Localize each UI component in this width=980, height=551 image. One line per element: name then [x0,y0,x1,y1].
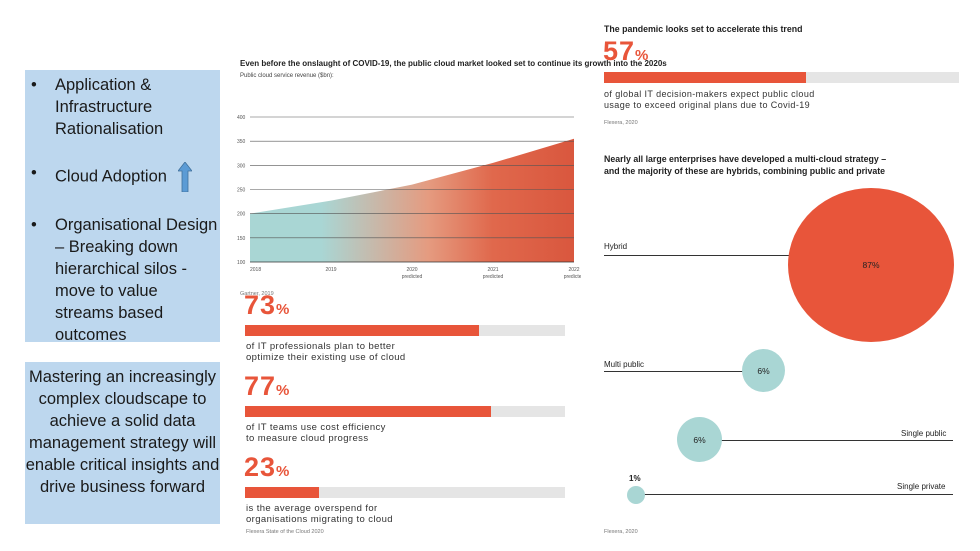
chart-title: Even before the onslaught of COVID-19, t… [240,59,667,68]
x-sublabel: predicted [564,274,581,280]
bullet-symbol: • [31,164,37,182]
pandemic-value: 57% [603,36,650,66]
single-private-line [636,494,953,495]
stat-description: is the average overspend for organisation… [246,503,393,525]
hybrid-circle: 87% [788,188,954,342]
stats-source: Flexera State of the Cloud 2020 [246,529,324,535]
stat-description: of IT teams use cost efficiency to measur… [246,422,386,444]
chart-source: Gartner, 2019 [240,291,274,297]
multi-public-label: Multi public [604,360,645,369]
pandemic-title: The pandemic looks set to accelerate thi… [604,24,803,34]
single-public-label: Single public [901,429,947,438]
single-public-circle: 6% [677,417,722,462]
y-tick-label: 200 [237,212,246,218]
x-tick-label: 2021 [487,267,498,273]
up-arrow-icon [177,162,192,192]
bullet-text: Application & Infrastructure Rationalisa… [55,76,164,138]
stat-bar-fill [245,325,479,336]
stat-bar-fill [245,487,319,498]
multicloud-title: Nearly all large enterprises have develo… [604,154,887,176]
stat-block: 73% [244,290,290,321]
pandemic-description: of global IT decision-makers expect publ… [604,89,815,110]
stat-description: of IT professionals plan to better optimi… [246,341,406,363]
stat-bar [245,325,565,336]
callout-box: Mastering an increasingly complex clouds… [25,362,220,524]
multi-public-circle: 6% [742,349,785,392]
x-sublabel: predicted [483,274,504,280]
bullet-symbol: • [31,216,37,234]
single-private-label: Single private [897,482,946,491]
bullet-box: • Application & Infrastructure Rationali… [25,70,220,344]
pandemic-bar [604,72,959,83]
hybrid-label: Hybrid [604,242,628,251]
single-private-value: 1% [629,474,641,483]
bullet-list: • Application & Infrastructure Rationali… [25,74,220,346]
callout-text: Mastering an increasingly complex clouds… [25,368,220,496]
stat-value: 23% [244,452,291,482]
stat-value: 77% [244,371,291,401]
y-tick-label: 250 [237,188,246,194]
bullet-item: • Cloud Adoption [25,162,220,192]
stat-block: 23% [244,452,290,483]
x-tick-label: 2018 [250,267,261,273]
revenue-area [250,138,574,262]
x-tick-label: 2020 [406,267,417,273]
single-public-value: 6% [693,434,706,445]
y-tick-label: 100 [237,260,246,266]
y-tick-label: 350 [237,139,246,145]
bullet-symbol: • [31,76,37,94]
bullet-text: Cloud Adoption [55,167,167,186]
y-tick-label: 300 [237,163,246,169]
stat-bar [245,406,565,417]
stat-block: 77% [244,371,290,402]
multi-public-line [604,371,754,372]
stat-bar [245,487,565,498]
hybrid-line [604,255,794,256]
chart-subtitle: Public cloud service revenue ($bn): [240,73,334,79]
single-private-circle [627,486,645,504]
x-tick-label: 2019 [325,267,336,273]
y-tick-label: 150 [237,236,246,242]
bullet-text: Organisational Design – Breaking down hi… [55,216,218,344]
x-tick-label: 2022 [568,267,579,273]
multicloud-source: Flexera, 2020 [604,529,638,535]
x-sublabel: predicted [402,274,423,280]
bullet-item: • Application & Infrastructure Rationali… [25,74,220,140]
pandemic-bar-fill [604,72,807,83]
multi-public-value: 6% [757,365,770,376]
pandemic-source: Flexera, 2020 [604,120,638,126]
bullet-item: • Organisational Design – Breaking down … [25,214,220,346]
single-public-line [700,440,953,441]
hybrid-value: 87% [862,260,880,270]
y-tick-label: 400 [237,115,246,121]
stat-value: 73% [244,290,291,320]
stat-bar-fill [245,406,492,417]
